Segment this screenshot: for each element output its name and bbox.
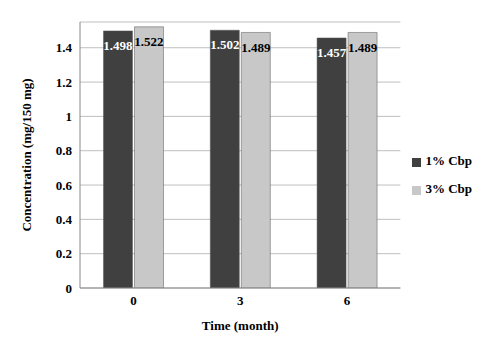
svg-text:1.489: 1.489 xyxy=(348,40,378,55)
svg-text:1.498: 1.498 xyxy=(103,38,133,53)
svg-text:0.8: 0.8 xyxy=(56,143,73,158)
svg-text:1: 1 xyxy=(66,109,73,124)
svg-text:1.522: 1.522 xyxy=(134,34,163,49)
svg-text:0: 0 xyxy=(130,293,137,308)
svg-text:Concentration (mg/150 mg): Concentration (mg/150 mg) xyxy=(19,78,34,231)
svg-text:Time (month): Time (month) xyxy=(202,318,279,333)
html-text:1% Cbp: 1% Cbp xyxy=(425,153,472,168)
html-text:3% Cbp: 3% Cbp xyxy=(425,181,472,196)
svg-text:6: 6 xyxy=(344,293,351,308)
svg-text:1.457: 1.457 xyxy=(317,45,347,60)
svg-text:1.502: 1.502 xyxy=(210,37,239,52)
svg-text:0: 0 xyxy=(66,281,73,296)
svg-text:0.2: 0.2 xyxy=(56,246,72,261)
svg-text:0.4: 0.4 xyxy=(56,212,73,227)
svg-text:0.6: 0.6 xyxy=(56,178,73,193)
svg-text:1.489: 1.489 xyxy=(241,40,271,55)
svg-text:3: 3 xyxy=(237,293,244,308)
svg-text:1.2: 1.2 xyxy=(56,75,72,90)
svg-text:1.4: 1.4 xyxy=(56,40,73,55)
